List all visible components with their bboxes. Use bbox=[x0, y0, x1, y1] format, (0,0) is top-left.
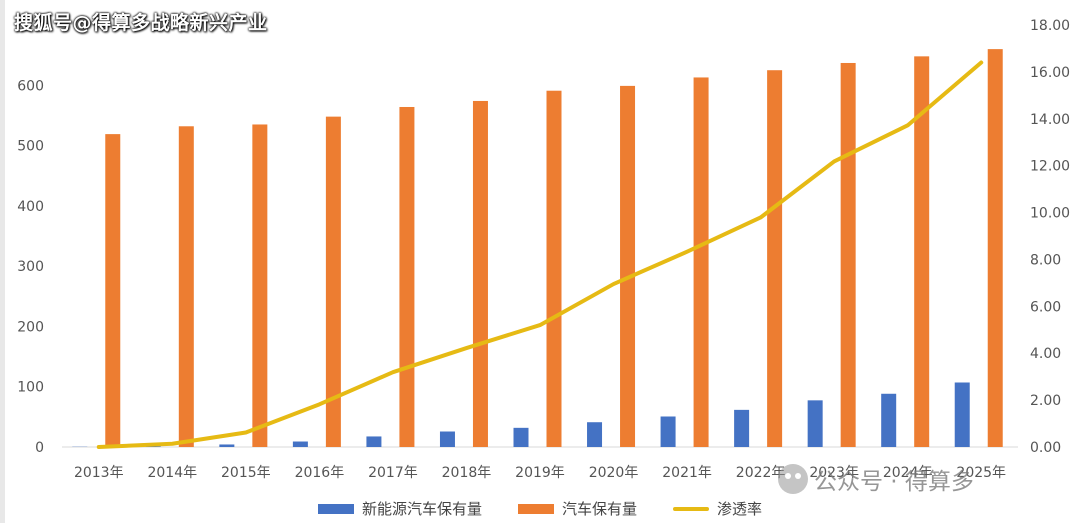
point-rate bbox=[685, 250, 689, 254]
y-right-tick-label: 16.00 bbox=[1030, 65, 1070, 81]
y-left-tick-label: 200 bbox=[17, 319, 44, 335]
point-rate bbox=[979, 61, 983, 65]
x-tick-label: 2013年 bbox=[74, 465, 124, 481]
bar-nev bbox=[145, 446, 161, 447]
point-rate bbox=[464, 346, 468, 350]
legend-swatch-nev bbox=[317, 503, 354, 514]
y-left-tick-label: 400 bbox=[17, 199, 44, 215]
bar-total bbox=[325, 116, 341, 448]
bar-nev bbox=[439, 431, 455, 447]
bar-nev bbox=[734, 409, 750, 447]
y-right-tick-label: 14.00 bbox=[1030, 112, 1070, 128]
bar-nev bbox=[881, 393, 897, 447]
point-rate bbox=[759, 215, 763, 219]
legend-swatch-total bbox=[517, 503, 554, 514]
bar-total bbox=[252, 124, 268, 447]
bar-nev bbox=[807, 400, 823, 447]
y-left-tick-label: 600 bbox=[17, 78, 44, 94]
point-rate bbox=[244, 430, 248, 434]
y-left-tick-label: 0 bbox=[35, 440, 44, 456]
bar-nev bbox=[954, 382, 970, 447]
legend-label-rate: 渗透率 bbox=[717, 500, 763, 518]
bar-nev bbox=[366, 436, 382, 447]
x-tick-label: 2022年 bbox=[736, 465, 786, 481]
y-right-tick-label: 12.00 bbox=[1030, 159, 1070, 175]
point-rate bbox=[391, 370, 395, 374]
y-right-tick-label: 18.00 bbox=[1030, 18, 1070, 34]
bar-total bbox=[767, 70, 783, 447]
x-tick-label: 2021年 bbox=[662, 465, 712, 481]
point-rate bbox=[612, 282, 616, 286]
point-rate bbox=[317, 402, 321, 406]
left-edge-strip bbox=[0, 0, 5, 523]
y-right-tick-label: 2.00 bbox=[1030, 393, 1061, 409]
bar-total bbox=[620, 85, 636, 447]
y-right-tick-label: 6.00 bbox=[1030, 299, 1061, 315]
x-tick-label: 2016年 bbox=[295, 465, 345, 481]
bar-total bbox=[472, 100, 488, 448]
x-tick-label: 2018年 bbox=[442, 465, 492, 481]
x-tick-label: 2017年 bbox=[368, 465, 418, 481]
x-tick-label: 2024年 bbox=[883, 465, 933, 481]
bar-nev bbox=[219, 444, 235, 447]
bar-nev bbox=[660, 416, 676, 447]
y-right-tick-label: 10.00 bbox=[1030, 206, 1070, 222]
point-rate bbox=[97, 445, 101, 449]
y-right-tick-label: 0.00 bbox=[1030, 440, 1061, 456]
x-tick-label: 2025年 bbox=[956, 465, 1006, 481]
bar-nev bbox=[587, 422, 603, 447]
bar-nev bbox=[292, 441, 308, 447]
y-left-tick-label: 500 bbox=[17, 139, 44, 155]
bar-total bbox=[693, 77, 709, 447]
legend-swatch-rate bbox=[673, 506, 709, 511]
bar-total bbox=[178, 126, 194, 447]
wechat-icon bbox=[778, 464, 808, 494]
watermark-account-text: 公众号 · 得算多 bbox=[814, 469, 974, 495]
point-rate bbox=[170, 442, 174, 446]
legend-item-nev: 新能源汽车保有量 bbox=[317, 498, 482, 519]
chart-legend: 新能源汽车保有量 汽车保有量 渗透率 bbox=[0, 498, 1080, 519]
bar-total bbox=[987, 49, 1003, 447]
bar-total bbox=[546, 90, 562, 447]
x-tick-label: 2019年 bbox=[515, 465, 565, 481]
y-left-tick-label: 100 bbox=[17, 380, 44, 396]
x-tick-label: 2023年 bbox=[809, 465, 859, 481]
point-rate bbox=[538, 323, 542, 327]
bar-total bbox=[105, 134, 121, 448]
legend-label-total: 汽车保有量 bbox=[561, 500, 637, 518]
y-right-tick-label: 4.00 bbox=[1030, 346, 1061, 362]
legend-item-rate: 渗透率 bbox=[673, 498, 762, 519]
x-tick-label: 2014年 bbox=[147, 465, 197, 481]
watermark-account: 公众号 · 得算多 bbox=[778, 462, 974, 496]
point-rate bbox=[832, 159, 836, 163]
bar-total bbox=[840, 62, 856, 447]
watermark-title: 搜狐号@得算多战略新兴产业 bbox=[14, 12, 268, 34]
bar-total bbox=[399, 106, 415, 447]
legend-item-total: 汽车保有量 bbox=[517, 498, 637, 519]
bar-nev bbox=[513, 427, 529, 447]
x-tick-label: 2020年 bbox=[589, 465, 639, 481]
y-right-tick-label: 8.00 bbox=[1030, 252, 1061, 268]
x-tick-label: 2015年 bbox=[221, 465, 271, 481]
y-left-tick-label: 300 bbox=[17, 259, 44, 275]
bar-total bbox=[914, 56, 930, 447]
point-rate bbox=[906, 123, 910, 127]
legend-label-nev: 新能源汽车保有量 bbox=[361, 500, 482, 518]
